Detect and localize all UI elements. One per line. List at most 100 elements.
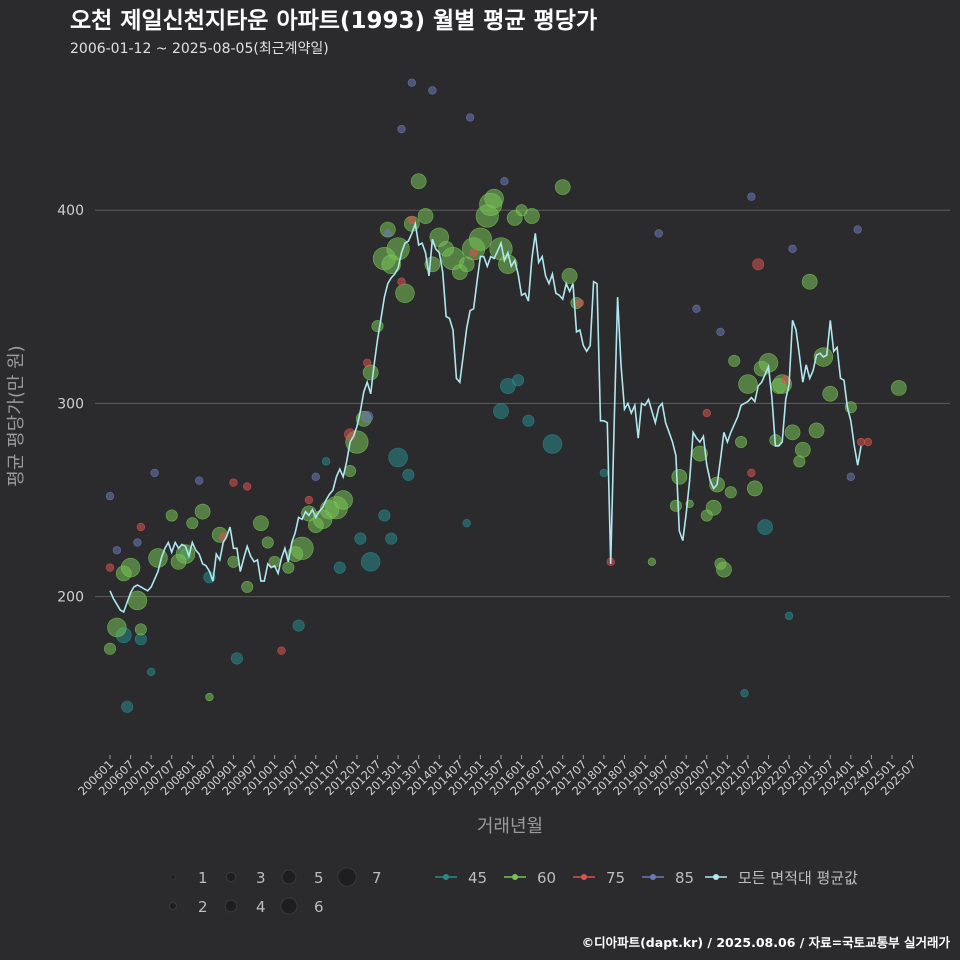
point-45 — [522, 414, 535, 427]
point-85 — [195, 476, 204, 485]
point-45 — [542, 434, 563, 454]
series-legend: 45 60 75 85 모든 면적대 평균값 — [435, 869, 858, 887]
size-legend-label: 1 — [198, 869, 208, 887]
point-75 — [407, 215, 416, 225]
point-75 — [105, 563, 115, 572]
point-60 — [104, 642, 117, 655]
point-60 — [692, 445, 708, 462]
point-60 — [484, 188, 504, 209]
y-axis-ticks: 200 300 400 — [57, 203, 84, 605]
point-75 — [752, 258, 765, 271]
x-axis-ticks: 2006012006072007012007072008012008072009… — [75, 755, 919, 798]
chart-title: 오천 제일신천지타운 아파트(1993) 월별 평균 평당가 — [70, 8, 597, 34]
size-legend-label: 2 — [198, 898, 208, 916]
size-legend-marker — [170, 874, 176, 880]
point-85 — [105, 491, 115, 501]
size-legend-label: 4 — [256, 898, 266, 916]
size-legend-marker — [225, 871, 237, 883]
point-75 — [229, 478, 238, 487]
point-60 — [261, 536, 274, 549]
point-60 — [724, 486, 737, 499]
point-45 — [333, 561, 346, 574]
legend-dot — [581, 874, 587, 880]
point-85 — [133, 538, 142, 547]
point-60 — [410, 173, 427, 190]
point-45 — [385, 532, 398, 545]
point-85 — [716, 327, 725, 337]
legend-dot — [512, 874, 518, 880]
point-45 — [512, 374, 525, 387]
point-60 — [468, 227, 492, 251]
point-45 — [147, 667, 156, 677]
point-60 — [669, 499, 682, 512]
point-45 — [599, 468, 609, 478]
point-60 — [498, 254, 518, 275]
chart-subtitle: 2006-01-12 ~ 2025-08-05(최근계약일) — [70, 41, 329, 57]
size-legend-label: 3 — [256, 869, 266, 887]
point-85 — [747, 192, 756, 201]
point-45 — [757, 519, 773, 535]
average-line — [109, 220, 862, 614]
legend-dot — [650, 874, 656, 880]
point-60 — [671, 468, 688, 485]
point-75 — [702, 408, 711, 418]
point-85 — [383, 229, 392, 238]
size-legend-label: 6 — [314, 898, 324, 916]
legend-label: 85 — [675, 869, 694, 887]
legend-label: 75 — [606, 869, 625, 887]
credit-text: ©디아파트(dapt.kr) / 2025.08.06 / 자료=국토교통부 실… — [582, 935, 951, 950]
point-85 — [428, 86, 437, 95]
point-85 — [846, 472, 855, 481]
point-60 — [395, 283, 415, 303]
point-60 — [705, 499, 722, 516]
point-60 — [728, 354, 741, 367]
point-60 — [290, 536, 314, 560]
point-45 — [121, 700, 134, 713]
point-75 — [397, 277, 406, 286]
point-60 — [417, 208, 434, 224]
point-60 — [241, 580, 254, 593]
point-60 — [205, 692, 214, 702]
point-85 — [853, 225, 862, 234]
point-45 — [784, 611, 794, 621]
size-legend: 1 2 3 4 5 6 7 — [168, 867, 382, 916]
point-60 — [186, 517, 199, 530]
point-75 — [863, 437, 873, 447]
point-60 — [808, 422, 825, 439]
point-60 — [716, 561, 732, 578]
y-tick-label: 300 — [57, 396, 84, 412]
point-85 — [465, 113, 475, 122]
point-60 — [794, 441, 811, 458]
point-60 — [165, 509, 178, 522]
point-75 — [243, 482, 252, 491]
point-75 — [363, 358, 372, 367]
size-legend-label: 5 — [314, 869, 324, 887]
legend-label: 모든 면적대 평균값 — [738, 869, 858, 887]
point-60 — [738, 374, 758, 394]
point-45 — [230, 652, 243, 665]
point-60 — [371, 320, 384, 333]
point-45 — [360, 552, 381, 572]
point-45 — [740, 689, 749, 698]
point-85 — [397, 124, 406, 134]
point-75 — [136, 522, 146, 532]
point-60 — [227, 555, 240, 568]
x-axis-label: 거래년월 — [477, 816, 543, 837]
point-75 — [747, 468, 756, 478]
point-45 — [388, 447, 408, 468]
point-60 — [784, 424, 801, 441]
size-legend-marker — [280, 897, 298, 915]
size-legend-marker — [337, 867, 357, 887]
point-60 — [362, 364, 379, 381]
point-60 — [282, 561, 295, 574]
size-legend-marker — [281, 869, 297, 885]
point-45 — [402, 468, 415, 481]
point-75 — [469, 248, 478, 257]
point-85 — [654, 229, 663, 238]
point-75 — [277, 646, 286, 655]
point-85 — [692, 304, 701, 313]
legend-label: 45 — [468, 869, 487, 887]
point-85 — [112, 546, 122, 555]
point-60 — [735, 436, 748, 449]
point-85 — [361, 410, 374, 423]
